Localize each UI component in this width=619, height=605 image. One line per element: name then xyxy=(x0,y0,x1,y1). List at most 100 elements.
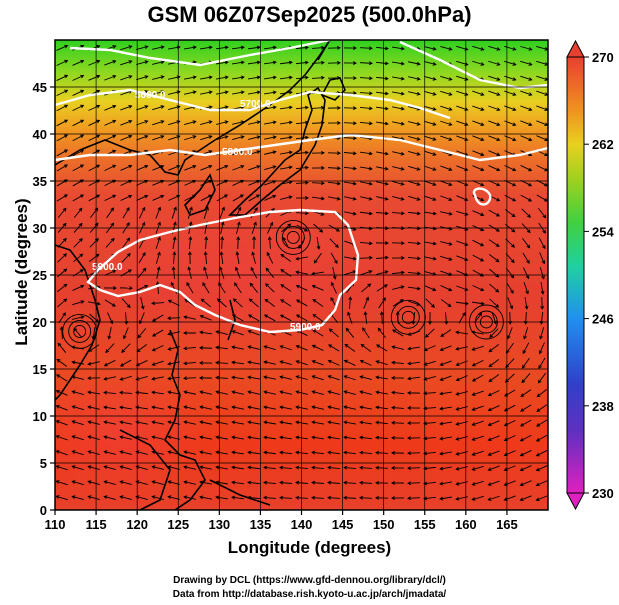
streamline-arrowhead xyxy=(160,75,165,80)
streamline-segment xyxy=(343,451,357,455)
streamline-arrowhead xyxy=(311,344,316,349)
streamline-arrowhead xyxy=(279,450,284,455)
streamline-arrowhead xyxy=(192,90,197,95)
streamline-arrowhead xyxy=(71,495,76,499)
streamline-segment xyxy=(72,194,84,202)
streamline-segment xyxy=(392,196,404,200)
streamline-arrowhead xyxy=(247,465,252,470)
streamline-segment xyxy=(56,465,68,471)
streamline-arrowhead xyxy=(288,120,293,125)
streamline-arrowhead xyxy=(535,437,540,442)
streamline-arrowhead xyxy=(384,61,389,66)
streamline-segment xyxy=(199,46,213,50)
streamline-segment xyxy=(188,236,192,250)
streamline-arrowhead xyxy=(167,361,172,366)
streamline-arrowhead xyxy=(231,480,236,485)
streamline-segment xyxy=(232,91,244,95)
streamline-arrowhead xyxy=(265,267,270,272)
streamline-segment xyxy=(188,267,192,279)
streamline-arrowhead xyxy=(384,270,389,274)
streamline-arrowhead xyxy=(63,268,68,273)
streamline-segment xyxy=(264,106,276,110)
streamline-segment xyxy=(152,90,164,96)
streamline-segment xyxy=(280,361,292,365)
streamline-segment xyxy=(425,298,435,308)
streamline-segment xyxy=(280,196,292,200)
y-tick-label: 10 xyxy=(33,409,47,424)
streamline-arrowhead xyxy=(384,166,389,171)
streamline-arrowhead xyxy=(151,420,156,425)
streamline-segment xyxy=(311,436,325,440)
streamline-segment xyxy=(359,211,373,215)
streamline-arrowhead xyxy=(375,420,380,425)
vortex-ring xyxy=(281,225,305,249)
streamline-segment xyxy=(520,120,532,126)
streamline-segment xyxy=(440,90,452,96)
streamline-arrowhead xyxy=(199,361,204,365)
y-tick-label: 40 xyxy=(33,127,47,142)
streamline-arrowhead xyxy=(103,362,108,367)
streamline-segment xyxy=(216,121,228,125)
streamline-segment xyxy=(72,316,84,320)
streamline-arrowhead xyxy=(503,467,508,472)
streamline-arrowhead xyxy=(220,236,225,241)
streamline-arrowhead xyxy=(96,59,101,64)
streamline-segment xyxy=(472,435,484,441)
streamline-arrowhead xyxy=(215,435,220,440)
streamline-arrowhead xyxy=(455,451,460,456)
streamline-arrowhead xyxy=(203,266,207,271)
streamline-arrowhead xyxy=(400,91,405,96)
streamline-segment xyxy=(392,136,404,140)
height-contour xyxy=(55,133,548,162)
streamline-segment xyxy=(329,238,339,248)
streamline-segment xyxy=(172,237,176,249)
streamline-segment xyxy=(264,361,276,365)
streamline-segment xyxy=(183,362,197,364)
streamline-arrowhead xyxy=(192,45,197,50)
streamline-segment xyxy=(264,376,276,380)
streamline-segment xyxy=(537,207,547,219)
streamline-segment xyxy=(472,480,484,486)
streamline-arrowhead xyxy=(536,408,541,412)
streamline-segment xyxy=(57,208,67,218)
streamline-arrowhead xyxy=(375,465,380,470)
streamline-segment xyxy=(104,270,116,276)
streamline-segment xyxy=(136,436,148,440)
streamline-arrowhead xyxy=(167,450,172,455)
streamline-arrowhead xyxy=(480,197,485,202)
streamline-segment xyxy=(376,344,388,352)
streamline-arrowhead xyxy=(62,222,67,227)
streamline-segment xyxy=(88,344,100,352)
streamline-arrowhead xyxy=(375,375,380,380)
streamline-segment xyxy=(408,61,420,65)
streamline-segment xyxy=(250,267,258,279)
streamline-arrowhead xyxy=(96,149,101,154)
streamline-arrowhead xyxy=(384,226,389,231)
streamline-arrowhead xyxy=(343,435,348,440)
streamline-segment xyxy=(343,482,357,484)
streamline-segment xyxy=(312,345,324,351)
streamline-arrowhead xyxy=(140,305,145,310)
streamline-arrowhead xyxy=(288,135,293,140)
streamline-segment xyxy=(536,480,548,486)
streamline-segment xyxy=(248,91,260,95)
streamline-segment xyxy=(296,360,308,366)
streamline-segment xyxy=(280,345,292,351)
streamline-segment xyxy=(248,376,260,380)
streamline-arrowhead xyxy=(215,360,220,365)
streamline-segment xyxy=(152,165,164,171)
streamline-segment xyxy=(295,466,309,470)
streamline-arrowhead xyxy=(311,284,316,289)
streamline-segment xyxy=(168,466,180,470)
streamline-segment xyxy=(104,359,116,367)
streamline-arrowhead xyxy=(64,59,69,64)
streamline-arrowhead xyxy=(375,390,380,395)
streamline-segment xyxy=(376,391,388,395)
streamline-arrowhead xyxy=(183,390,188,395)
streamline-segment xyxy=(120,466,132,470)
streamline-segment xyxy=(136,285,148,291)
streamline-arrowhead xyxy=(304,75,309,80)
streamline-arrowhead xyxy=(119,362,124,367)
streamline-segment xyxy=(440,375,452,381)
streamline-arrowhead xyxy=(496,122,501,127)
